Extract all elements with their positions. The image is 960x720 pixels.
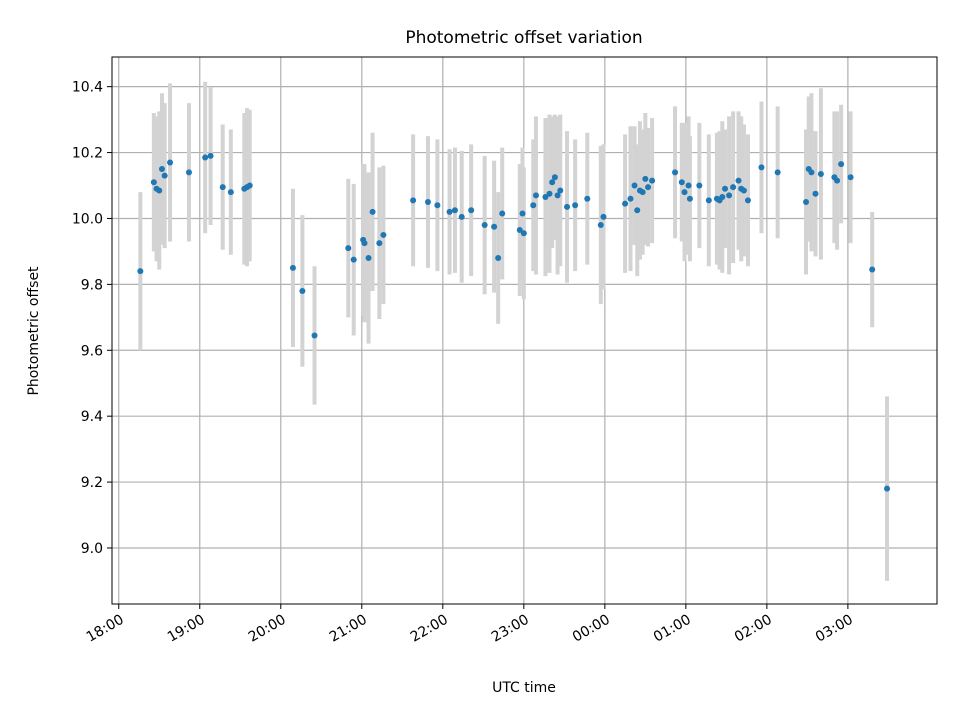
data-point xyxy=(311,332,318,339)
data-point xyxy=(812,190,819,197)
data-point xyxy=(649,177,656,184)
data-point xyxy=(289,264,296,271)
data-point xyxy=(361,240,368,247)
data-point xyxy=(227,189,234,196)
data-point xyxy=(530,202,537,209)
data-point xyxy=(345,245,352,252)
data-point xyxy=(678,179,685,186)
data-point xyxy=(722,185,729,192)
data-points xyxy=(137,152,891,492)
data-point xyxy=(740,187,747,194)
data-point xyxy=(758,164,765,171)
data-point xyxy=(719,194,726,201)
data-point xyxy=(446,208,453,215)
x-axis-label: UTC time xyxy=(492,680,556,696)
data-point xyxy=(546,190,553,197)
data-point xyxy=(564,203,571,210)
data-point xyxy=(838,161,845,168)
y-tick-label: 10.2 xyxy=(72,146,103,162)
data-point xyxy=(557,187,564,194)
y-axis-label: Photometric offset xyxy=(26,266,42,396)
data-point xyxy=(491,223,498,230)
data-point xyxy=(150,179,157,186)
data-point xyxy=(645,184,652,191)
y-axis-ticks: 9.0 9.2 9.4 9.6 9.8 10.0 10.2 10.4 xyxy=(72,80,112,557)
data-point xyxy=(137,268,144,275)
data-point xyxy=(817,170,824,177)
data-point xyxy=(634,207,641,214)
data-point xyxy=(458,213,465,220)
data-point xyxy=(350,256,357,263)
y-tick-label: 9.2 xyxy=(81,475,103,491)
data-point xyxy=(410,197,417,204)
data-point xyxy=(202,154,209,161)
data-point xyxy=(600,213,607,220)
data-point xyxy=(685,182,692,189)
y-tick-label: 9.0 xyxy=(81,541,103,557)
data-point xyxy=(495,255,502,262)
data-point xyxy=(705,197,712,204)
y-tick-label: 9.4 xyxy=(81,409,103,425)
data-point xyxy=(369,208,376,215)
data-point xyxy=(499,210,506,217)
data-point xyxy=(542,194,549,201)
data-point xyxy=(642,175,649,182)
data-point xyxy=(549,179,556,186)
data-point xyxy=(451,207,458,214)
data-point xyxy=(380,231,387,238)
data-point xyxy=(869,266,876,273)
data-point xyxy=(803,198,810,205)
data-point xyxy=(696,182,703,189)
plot-frame xyxy=(111,56,938,605)
data-point xyxy=(744,197,751,204)
data-point xyxy=(627,195,634,202)
data-point xyxy=(434,202,441,209)
y-tick-label: 10.4 xyxy=(72,80,103,96)
data-point xyxy=(774,169,781,176)
data-point xyxy=(735,177,742,184)
y-tick-label: 9.8 xyxy=(81,277,103,293)
data-point xyxy=(597,222,604,229)
chart-title: Photometric offset variation xyxy=(405,28,642,48)
data-point xyxy=(726,192,733,199)
data-point xyxy=(167,159,174,166)
data-point xyxy=(161,172,168,179)
data-point xyxy=(516,226,523,233)
data-point xyxy=(219,184,226,191)
data-point xyxy=(158,166,165,173)
data-point xyxy=(365,255,372,262)
data-point xyxy=(847,174,854,181)
data-point xyxy=(481,222,488,229)
y-tick-label: 9.6 xyxy=(81,343,103,359)
data-point xyxy=(631,182,638,189)
data-point xyxy=(551,174,558,181)
data-point xyxy=(207,152,214,159)
data-point xyxy=(672,169,679,176)
data-point xyxy=(808,169,815,176)
data-point xyxy=(299,287,306,294)
data-point xyxy=(424,198,431,205)
data-point xyxy=(520,230,527,237)
data-point xyxy=(532,192,539,199)
data-point xyxy=(584,195,591,202)
data-point xyxy=(185,169,192,176)
data-point xyxy=(639,189,646,196)
data-point xyxy=(686,195,693,202)
data-point xyxy=(376,240,383,247)
data-point xyxy=(156,187,163,194)
data-point xyxy=(246,182,253,189)
data-point xyxy=(572,202,579,209)
data-point xyxy=(834,177,841,184)
data-point xyxy=(468,207,475,214)
data-point xyxy=(519,210,526,217)
data-point xyxy=(884,485,891,492)
data-point xyxy=(681,189,688,196)
y-tick-label: 10.0 xyxy=(72,211,103,227)
data-point xyxy=(622,200,629,207)
data-point xyxy=(730,184,737,191)
data-point xyxy=(554,192,561,199)
